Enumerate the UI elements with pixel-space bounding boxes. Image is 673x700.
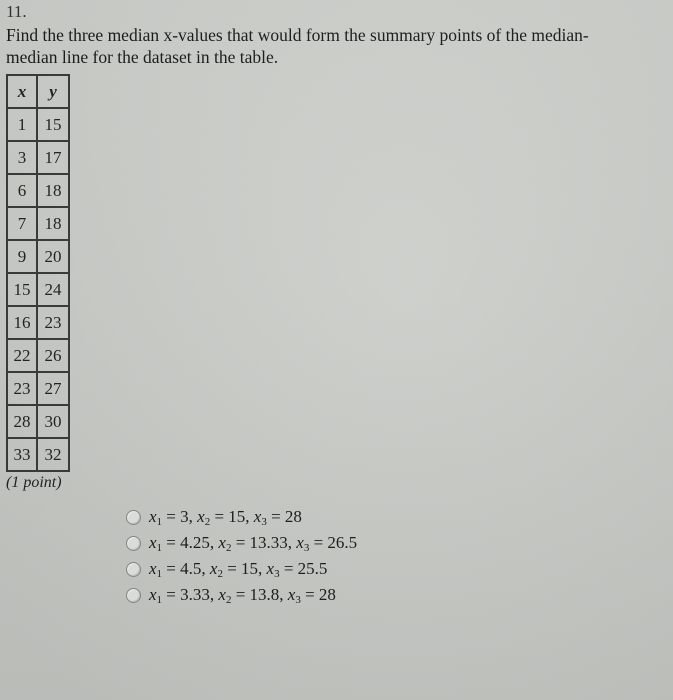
table-row: 1524	[7, 273, 69, 306]
table-row: 2327	[7, 372, 69, 405]
radio-icon[interactable]	[126, 536, 141, 551]
cell-y: 18	[37, 207, 69, 240]
cell-y: 24	[37, 273, 69, 306]
x3-val: 26.5	[327, 533, 357, 552]
cell-x: 22	[7, 339, 37, 372]
x1-val: 4.5	[180, 559, 201, 578]
question-text-line1: Find the three median x-values that woul…	[6, 25, 589, 45]
table-header-row: x y	[7, 75, 69, 108]
question-text-line2: median line for the dataset in the table…	[6, 47, 278, 67]
option-text: x1 = 4.25, x2 = 13.33, x3 = 26.5	[149, 533, 357, 554]
x3-val: 25.5	[298, 559, 328, 578]
cell-x: 3	[7, 141, 37, 174]
table-row: 3332	[7, 438, 69, 471]
cell-x: 7	[7, 207, 37, 240]
option-text: x1 = 3.33, x2 = 13.8, x3 = 28	[149, 585, 336, 606]
table-row: 920	[7, 240, 69, 273]
cell-y: 32	[37, 438, 69, 471]
cell-y: 23	[37, 306, 69, 339]
cell-x: 28	[7, 405, 37, 438]
x3-val: 28	[285, 507, 302, 526]
cell-y: 30	[37, 405, 69, 438]
x1-val: 3	[180, 507, 189, 526]
answer-options: x1 = 3, x2 = 15, x3 = 28 x1 = 4.25, x2 =…	[126, 504, 665, 608]
radio-icon[interactable]	[126, 510, 141, 525]
worksheet-page: 11. Find the three median x-values that …	[0, 0, 673, 700]
option-text: x1 = 3, x2 = 15, x3 = 28	[149, 507, 302, 528]
table-row: 1623	[7, 306, 69, 339]
question-number: 11.	[6, 0, 665, 22]
option-b[interactable]: x1 = 4.25, x2 = 13.33, x3 = 26.5	[126, 530, 665, 556]
cell-y: 15	[37, 108, 69, 141]
x2-val: 15	[228, 507, 245, 526]
radio-icon[interactable]	[126, 562, 141, 577]
cell-x: 16	[7, 306, 37, 339]
cell-x: 23	[7, 372, 37, 405]
table-row: 718	[7, 207, 69, 240]
points-label: (1 point)	[6, 474, 665, 492]
option-a[interactable]: x1 = 3, x2 = 15, x3 = 28	[126, 504, 665, 530]
cell-x: 1	[7, 108, 37, 141]
x3-val: 28	[319, 585, 336, 604]
x2-val: 13.33	[250, 533, 288, 552]
radio-icon[interactable]	[126, 588, 141, 603]
option-d[interactable]: x1 = 3.33, x2 = 13.8, x3 = 28	[126, 582, 665, 608]
x1-val: 4.25	[180, 533, 210, 552]
question-text: Find the three median x-values that woul…	[6, 24, 665, 68]
option-text: x1 = 4.5, x2 = 15, x3 = 25.5	[149, 559, 327, 580]
cell-y: 20	[37, 240, 69, 273]
cell-x: 6	[7, 174, 37, 207]
cell-y: 26	[37, 339, 69, 372]
col-header-y: y	[37, 75, 69, 108]
cell-y: 17	[37, 141, 69, 174]
x1-val: 3.33	[180, 585, 210, 604]
option-c[interactable]: x1 = 4.5, x2 = 15, x3 = 25.5	[126, 556, 665, 582]
col-header-x: x	[7, 75, 37, 108]
cell-y: 18	[37, 174, 69, 207]
x2-val: 15	[241, 559, 258, 578]
cell-y: 27	[37, 372, 69, 405]
cell-x: 15	[7, 273, 37, 306]
table-row: 2226	[7, 339, 69, 372]
cell-x: 9	[7, 240, 37, 273]
table-row: 115	[7, 108, 69, 141]
table-row: 317	[7, 141, 69, 174]
data-table: x y 115 317 618 718 920 1524 1623 2226 2…	[6, 74, 70, 472]
x2-val: 13.8	[250, 585, 280, 604]
table-row: 2830	[7, 405, 69, 438]
table-row: 618	[7, 174, 69, 207]
cell-x: 33	[7, 438, 37, 471]
